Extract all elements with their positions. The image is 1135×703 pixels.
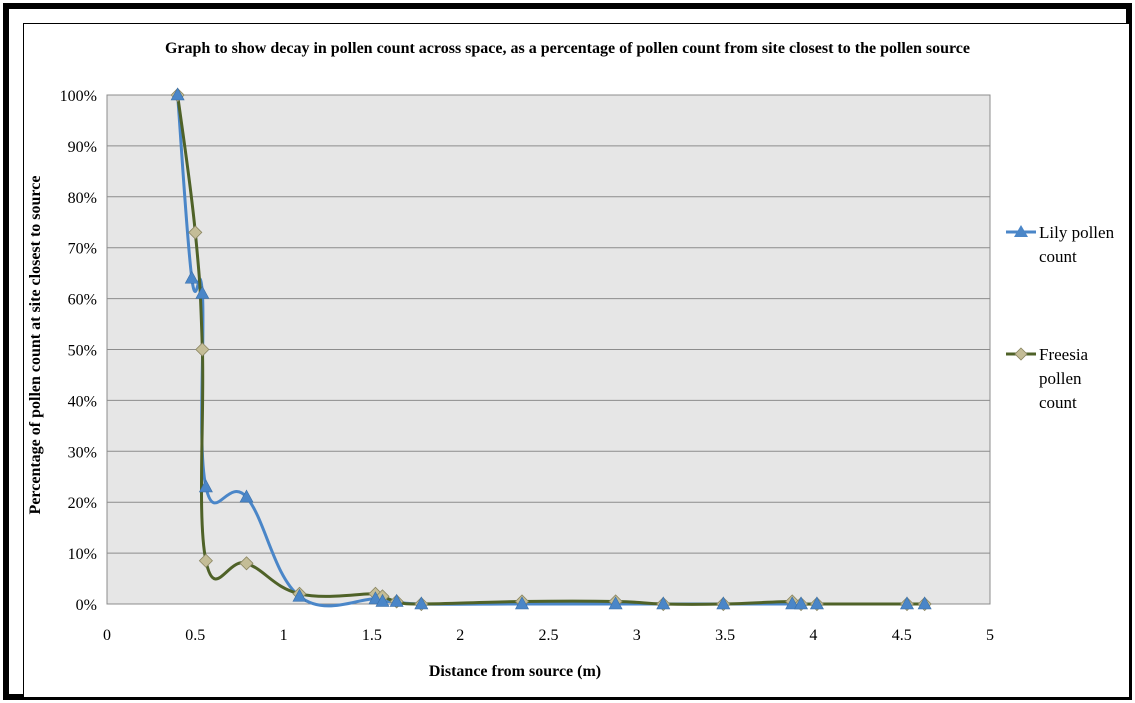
lily-point (515, 596, 530, 610)
y-tick-label: 100% (60, 88, 97, 105)
legend-label-lily-1: Lily pollen (1039, 223, 1115, 242)
lily-point (608, 596, 623, 610)
freesia-point (188, 225, 203, 240)
freesia-point (195, 342, 210, 357)
y-tick-label: 80% (68, 190, 97, 207)
lily-point (785, 596, 800, 610)
x-tick-label: 1 (280, 627, 288, 644)
lily-point (375, 593, 390, 607)
legend-label-lily-2: count (1039, 247, 1077, 266)
legend-label-freesia-1: Freesia (1039, 345, 1089, 364)
y-tick-label: 30% (68, 444, 97, 461)
x-tick-label: 4 (809, 627, 817, 644)
lily-point (917, 596, 932, 610)
lily-point (184, 270, 199, 284)
chart-title: Graph to show decay in pollen count acro… (164, 40, 970, 57)
freesia-point (198, 553, 213, 568)
y-tick-label: 50% (68, 343, 97, 360)
legend-label-freesia-2: pollen (1039, 369, 1082, 388)
lily-point (716, 596, 731, 610)
x-tick-label: 1.5 (362, 627, 382, 644)
lily-point (656, 596, 671, 610)
freesia-point (239, 556, 254, 571)
legend-item-lily: Lily pollen count (1006, 223, 1115, 266)
y-tick-label: 70% (68, 241, 97, 258)
x-tick-label: 4.5 (892, 627, 912, 644)
legend-triangle-marker (1014, 225, 1028, 237)
y-tick-label: 0% (76, 597, 97, 614)
x-tick-label: 3.5 (715, 627, 735, 644)
lily-point (239, 489, 254, 503)
lily-point (170, 87, 185, 101)
lily-point (794, 596, 809, 610)
lily-point (414, 596, 429, 610)
x-tick-label: 2.5 (539, 627, 559, 644)
lily-point (899, 596, 915, 610)
x-tick-label: 2 (456, 627, 464, 644)
x-axis-label: Distance from source (m) (429, 663, 601, 680)
x-tick-label: 0 (103, 627, 111, 644)
lily-point (809, 596, 824, 610)
y-tick-label: 10% (68, 546, 97, 563)
x-tick-label: 3 (633, 627, 641, 644)
y-tick-label: 90% (68, 139, 97, 156)
lily-point (198, 479, 213, 493)
y-tick-label: 20% (68, 495, 97, 512)
y-tick-label: 40% (68, 393, 97, 410)
x-tick-label: 5 (986, 627, 994, 644)
legend-item-freesia: Freesia pollen count (1006, 345, 1089, 412)
legend-label-freesia-3: count (1039, 393, 1077, 412)
x-tick-label: 0.5 (185, 627, 205, 644)
lily-point (292, 588, 307, 602)
lily-point (195, 285, 210, 299)
y-tick-label: 60% (68, 292, 97, 309)
lily-point (389, 593, 404, 607)
legend-diamond-marker (1014, 347, 1028, 361)
y-axis-label: Percentage of pollen count at site close… (27, 176, 44, 515)
